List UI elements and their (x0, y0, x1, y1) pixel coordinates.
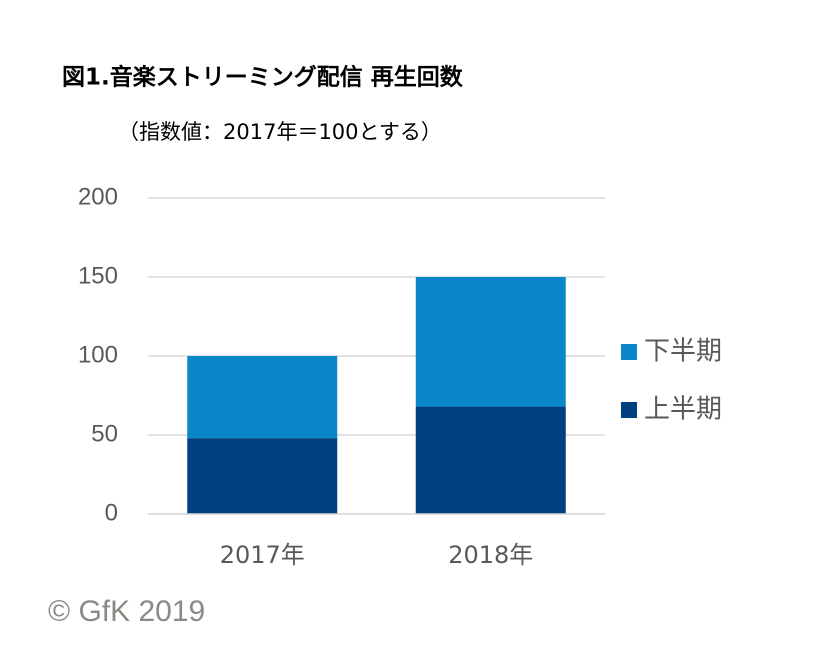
bar-segment (415, 406, 566, 514)
legend-label: 上半期 (644, 395, 722, 425)
footer: © GfK 2019 (48, 595, 205, 628)
bar-segment (415, 277, 566, 407)
legend-swatch (621, 344, 637, 360)
y-tick-label: 150 (78, 262, 118, 289)
x-tick-label: 2018年 (448, 541, 533, 569)
chart-title: 図1.音楽ストリーミング配信 再生回数 (62, 64, 464, 91)
y-tick-label: 100 (78, 341, 118, 368)
y-tick-label: 0 (105, 499, 118, 526)
bar-segment (187, 438, 338, 514)
legend-label: 下半期 (644, 337, 722, 367)
y-tick-label: 50 (91, 420, 118, 447)
chart-subtitle: （指数値：2017年＝100とする） (118, 120, 442, 144)
bar-segment (187, 356, 338, 439)
legend-swatch (621, 402, 637, 418)
y-tick-label: 200 (78, 183, 118, 210)
x-tick-label: 2017年 (220, 541, 305, 569)
